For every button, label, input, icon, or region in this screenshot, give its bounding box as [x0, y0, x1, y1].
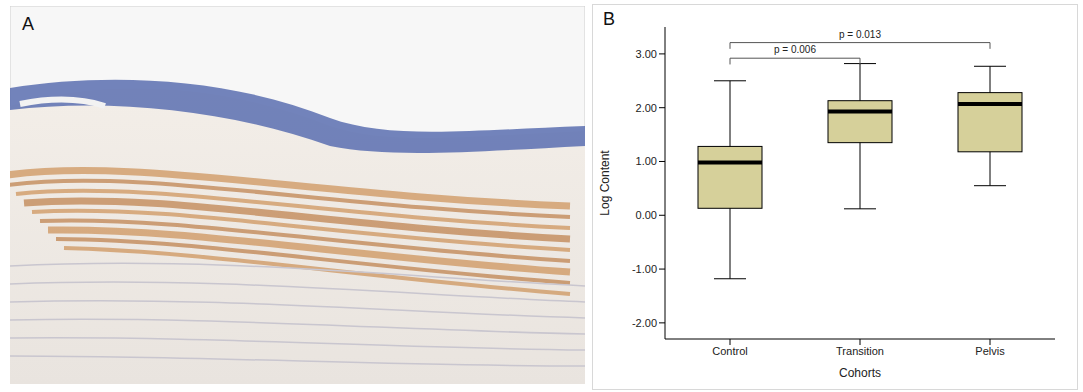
svg-text:Transition: Transition	[836, 345, 884, 357]
svg-text:Pelvis: Pelvis	[975, 345, 1005, 357]
svg-text:Control: Control	[712, 345, 747, 357]
svg-text:-1.00: -1.00	[632, 263, 657, 275]
svg-text:Log Content: Log Content	[598, 150, 612, 216]
svg-text:A: A	[22, 14, 34, 34]
svg-text:p = 0.006: p = 0.006	[774, 44, 816, 55]
svg-text:Cohorts: Cohorts	[839, 366, 881, 380]
html-text:B: B	[603, 9, 615, 29]
svg-text:1.00: 1.00	[636, 155, 657, 167]
svg-text:0.00: 0.00	[636, 209, 657, 221]
svg-text:-2.00: -2.00	[632, 317, 657, 329]
svg-text:p = 0.013: p = 0.013	[839, 29, 881, 40]
svg-text:2.00: 2.00	[636, 102, 657, 114]
svg-text:3.00: 3.00	[636, 48, 657, 60]
